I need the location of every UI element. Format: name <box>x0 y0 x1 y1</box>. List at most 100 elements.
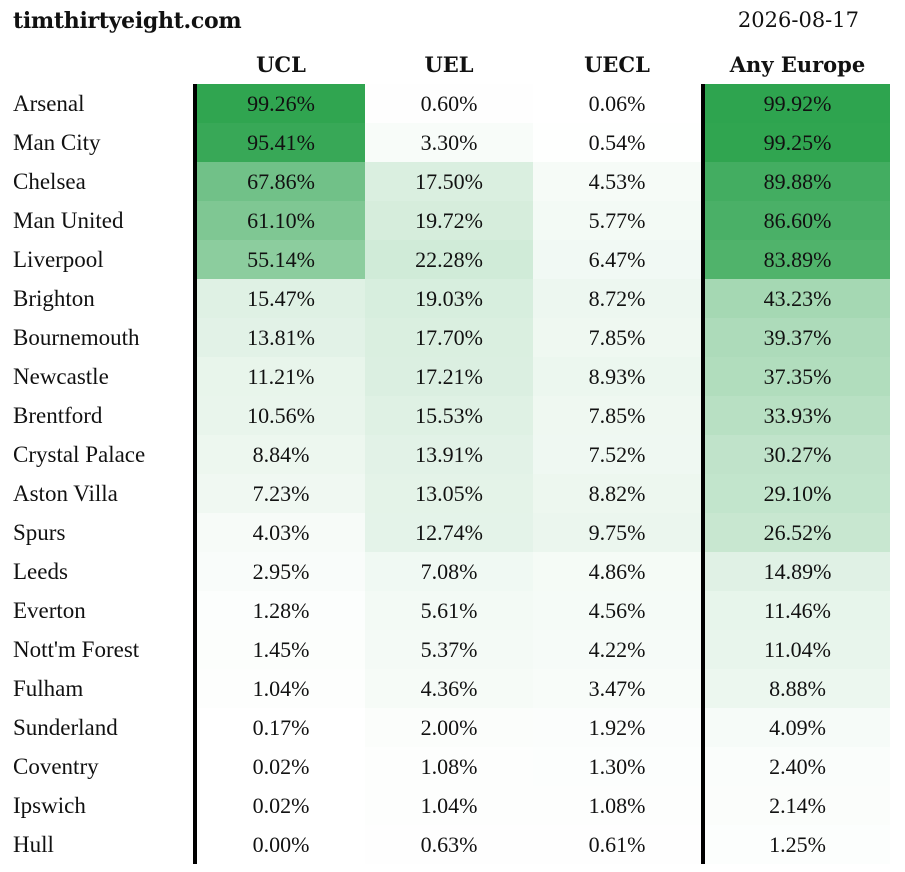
cell-uecl: 0.61% <box>533 825 701 864</box>
table-row: Fulham 1.04% 4.36% 3.47% 8.88% <box>0 669 905 708</box>
team-name: Sunderland <box>13 715 118 740</box>
cell-uel: 0.63% <box>365 825 533 864</box>
team-name: Chelsea <box>13 169 86 194</box>
team-name: Hull <box>13 832 54 857</box>
cell-ucl: 2.95% <box>197 552 365 591</box>
cell-uecl: 9.75% <box>533 513 701 552</box>
cell-uecl: 6.47% <box>533 240 701 279</box>
cell-uel: 3.30% <box>365 123 533 162</box>
team-name: Crystal Palace <box>13 442 146 467</box>
team-name: Newcastle <box>13 364 109 389</box>
team-name: Man City <box>13 130 101 155</box>
table-row: Nott'm Forest 1.45% 5.37% 4.22% 11.04% <box>0 630 905 669</box>
team-name: Ipswich <box>13 793 86 818</box>
table-row: Coventry 0.02% 1.08% 1.30% 2.40% <box>0 747 905 786</box>
divider-right <box>701 84 705 864</box>
cell-uel: 17.50% <box>365 162 533 201</box>
cell-ucl: 67.86% <box>197 162 365 201</box>
table-row: Aston Villa 7.23% 13.05% 8.82% 29.10% <box>0 474 905 513</box>
cell-ucl: 0.02% <box>197 747 365 786</box>
cell-uel: 19.03% <box>365 279 533 318</box>
cell-uel: 1.08% <box>365 747 533 786</box>
cell-ucl: 1.04% <box>197 669 365 708</box>
cell-any-europe: 11.46% <box>705 591 890 630</box>
table-row: Hull 0.00% 0.63% 0.61% 1.25% <box>0 825 905 864</box>
cell-ucl: 8.84% <box>197 435 365 474</box>
cell-uel: 1.04% <box>365 786 533 825</box>
cell-ucl: 1.45% <box>197 630 365 669</box>
team-name: Liverpool <box>13 247 104 272</box>
table-row: Ipswich 0.02% 1.04% 1.08% 2.14% <box>0 786 905 825</box>
cell-uel: 17.21% <box>365 357 533 396</box>
cell-uel: 5.37% <box>365 630 533 669</box>
cell-ucl: 61.10% <box>197 201 365 240</box>
table-row: Everton 1.28% 5.61% 4.56% 11.46% <box>0 591 905 630</box>
cell-uecl: 8.72% <box>533 279 701 318</box>
cell-ucl: 11.21% <box>197 357 365 396</box>
cell-any-europe: 37.35% <box>705 357 890 396</box>
team-name: Man United <box>13 208 124 233</box>
team-name: Leeds <box>13 559 68 584</box>
cell-uecl: 1.30% <box>533 747 701 786</box>
cell-uecl: 5.77% <box>533 201 701 240</box>
header-ucl: UCL <box>256 52 306 77</box>
team-name: Everton <box>13 598 86 623</box>
cell-uel: 13.91% <box>365 435 533 474</box>
cell-uecl: 0.54% <box>533 123 701 162</box>
team-name: Spurs <box>13 520 66 545</box>
table-row: Man City 95.41% 3.30% 0.54% 99.25% <box>0 123 905 162</box>
team-name: Brighton <box>13 286 95 311</box>
cell-uecl: 7.52% <box>533 435 701 474</box>
cell-uecl: 4.86% <box>533 552 701 591</box>
cell-uecl: 1.08% <box>533 786 701 825</box>
cell-uel: 15.53% <box>365 396 533 435</box>
cell-any-europe: 43.23% <box>705 279 890 318</box>
team-name: Aston Villa <box>13 481 118 506</box>
cell-any-europe: 99.92% <box>705 84 890 123</box>
cell-ucl: 0.00% <box>197 825 365 864</box>
cell-ucl: 1.28% <box>197 591 365 630</box>
cell-uecl: 4.22% <box>533 630 701 669</box>
cell-uel: 17.70% <box>365 318 533 357</box>
cell-ucl: 0.17% <box>197 708 365 747</box>
table-row: Arsenal 99.26% 0.60% 0.06% 99.92% <box>0 84 905 123</box>
cell-uel: 19.72% <box>365 201 533 240</box>
cell-ucl: 55.14% <box>197 240 365 279</box>
team-name: Bournemouth <box>13 325 140 350</box>
cell-ucl: 95.41% <box>197 123 365 162</box>
cell-uecl: 8.93% <box>533 357 701 396</box>
cell-uel: 2.00% <box>365 708 533 747</box>
cell-any-europe: 2.40% <box>705 747 890 786</box>
cell-uel: 0.60% <box>365 84 533 123</box>
cell-uel: 5.61% <box>365 591 533 630</box>
cell-any-europe: 26.52% <box>705 513 890 552</box>
cell-any-europe: 29.10% <box>705 474 890 513</box>
table-row: Leeds 2.95% 7.08% 4.86% 14.89% <box>0 552 905 591</box>
cell-uecl: 0.06% <box>533 84 701 123</box>
cell-any-europe: 14.89% <box>705 552 890 591</box>
table-row: Sunderland 0.17% 2.00% 1.92% 4.09% <box>0 708 905 747</box>
cell-uecl: 1.92% <box>533 708 701 747</box>
cell-any-europe: 83.89% <box>705 240 890 279</box>
cell-any-europe: 2.14% <box>705 786 890 825</box>
table-row: Crystal Palace 8.84% 13.91% 7.52% 30.27% <box>0 435 905 474</box>
cell-uecl: 4.56% <box>533 591 701 630</box>
cell-any-europe: 99.25% <box>705 123 890 162</box>
table-row: Man United 61.10% 19.72% 5.77% 86.60% <box>0 201 905 240</box>
cell-any-europe: 11.04% <box>705 630 890 669</box>
team-name: Fulham <box>13 676 84 701</box>
cell-ucl: 15.47% <box>197 279 365 318</box>
cell-ucl: 4.03% <box>197 513 365 552</box>
team-name: Brentford <box>13 403 103 428</box>
table-row: Brighton 15.47% 19.03% 8.72% 43.23% <box>0 279 905 318</box>
cell-uecl: 8.82% <box>533 474 701 513</box>
site-name: timthirtyeight.com <box>13 8 242 34</box>
cell-uecl: 3.47% <box>533 669 701 708</box>
cell-uel: 12.74% <box>365 513 533 552</box>
team-name: Arsenal <box>13 91 85 116</box>
header-any-europe: Any Europe <box>729 52 866 77</box>
table-row: Newcastle 11.21% 17.21% 8.93% 37.35% <box>0 357 905 396</box>
table-row: Brentford 10.56% 15.53% 7.85% 33.93% <box>0 396 905 435</box>
cell-any-europe: 33.93% <box>705 396 890 435</box>
table-row: Bournemouth 13.81% 17.70% 7.85% 39.37% <box>0 318 905 357</box>
